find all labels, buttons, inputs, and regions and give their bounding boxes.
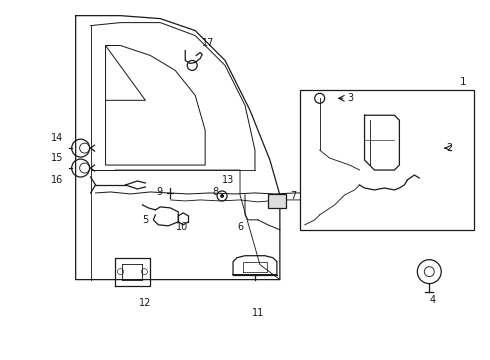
Text: 12: 12: [139, 298, 151, 307]
Bar: [300, 90, 474, 230]
Circle shape: [220, 194, 224, 198]
Text: 5: 5: [142, 215, 148, 225]
Text: 4: 4: [429, 294, 435, 305]
Text: 14: 14: [51, 133, 64, 143]
Text: 2: 2: [446, 143, 452, 153]
Text: 9: 9: [156, 187, 162, 197]
Text: 7: 7: [290, 191, 296, 201]
Text: 8: 8: [212, 187, 218, 197]
Text: 3: 3: [347, 93, 354, 103]
Text: 11: 11: [252, 307, 264, 318]
Text: 15: 15: [51, 153, 64, 163]
Text: 16: 16: [51, 175, 64, 185]
Text: 1: 1: [460, 77, 466, 87]
Text: 13: 13: [222, 175, 234, 185]
Bar: [268, 194, 286, 208]
Text: 6: 6: [237, 222, 243, 232]
Text: 10: 10: [176, 222, 188, 232]
Text: 17: 17: [202, 37, 215, 48]
